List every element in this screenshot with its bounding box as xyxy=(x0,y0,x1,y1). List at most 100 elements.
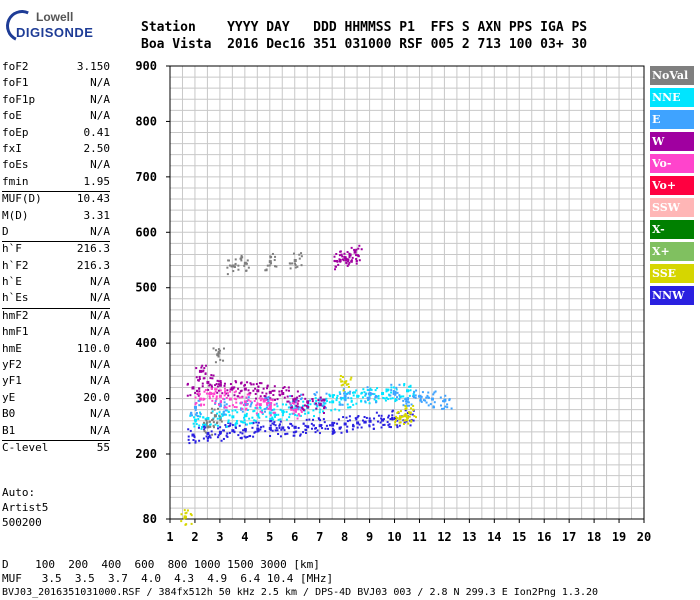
trace-dot xyxy=(180,520,183,523)
trace-point xyxy=(206,380,210,384)
trace-dot xyxy=(227,421,230,424)
trace-dot xyxy=(254,387,257,390)
trace-dot xyxy=(376,387,379,390)
param-row: foE N/A xyxy=(2,109,110,125)
trace-dot xyxy=(426,394,429,397)
trace-dot xyxy=(319,419,322,422)
trace-dot xyxy=(315,402,318,405)
trace-dot xyxy=(193,425,196,428)
trace-dot xyxy=(219,426,222,429)
trace-dot xyxy=(274,415,277,418)
trace-dot xyxy=(199,411,202,414)
trace-point xyxy=(281,409,285,413)
trace-dot xyxy=(270,417,273,420)
trace-dot xyxy=(207,392,210,395)
trace-dot xyxy=(402,395,405,398)
trace-dot xyxy=(202,437,205,440)
trace-dot xyxy=(342,388,345,391)
param-label: foE xyxy=(2,109,22,123)
trace-dot xyxy=(194,409,197,412)
trace-dot xyxy=(346,392,349,395)
trace-dot xyxy=(220,401,223,404)
param-label: hmE xyxy=(2,341,22,355)
trace-dot xyxy=(203,403,206,406)
param-value: N/A xyxy=(90,325,110,339)
param-label: M(D) xyxy=(2,208,29,222)
trace-dot xyxy=(231,409,234,412)
trace-point xyxy=(331,400,335,404)
trace-dot xyxy=(198,439,201,442)
trace-dot xyxy=(394,398,397,401)
trace-dot xyxy=(255,404,258,407)
trace-dot xyxy=(183,517,186,520)
trace-dot xyxy=(235,381,238,384)
trace-dot xyxy=(267,407,270,410)
trace-dot xyxy=(264,430,267,433)
trace-dot xyxy=(206,417,209,420)
trace-dot xyxy=(246,259,249,262)
trace-dot xyxy=(429,403,432,406)
trace-dot xyxy=(200,427,203,430)
trace-dot xyxy=(321,405,324,408)
trace-dot xyxy=(200,370,203,373)
trace-dot xyxy=(302,393,305,396)
trace-dot xyxy=(216,379,219,382)
trace-dot xyxy=(427,404,430,407)
trace-dot xyxy=(273,413,276,416)
trace-dot xyxy=(194,440,197,443)
trace-point xyxy=(268,426,272,430)
auto-line2: Artist5 xyxy=(2,501,49,514)
trace-dot xyxy=(302,400,305,403)
trace-dot xyxy=(392,386,395,389)
trace-dot xyxy=(299,398,302,401)
trace-dot xyxy=(201,370,204,373)
trace-dot xyxy=(259,399,262,402)
trace-dot xyxy=(210,374,213,377)
trace-dot xyxy=(253,409,256,412)
trace-dot xyxy=(220,413,223,416)
trace-dot xyxy=(325,392,328,395)
trace-dot xyxy=(271,416,274,419)
trace-dot xyxy=(421,391,424,394)
trace-dot xyxy=(323,421,326,424)
trace-dot xyxy=(243,419,246,422)
trace-dot xyxy=(400,415,403,418)
trace-point xyxy=(306,400,310,404)
trace-dot xyxy=(331,432,334,435)
trace-dot xyxy=(282,410,285,413)
trace-dot xyxy=(409,419,412,422)
trace-dot xyxy=(211,377,214,380)
trace-dot xyxy=(235,421,238,424)
trace-dot xyxy=(343,390,346,393)
trace-point xyxy=(243,403,247,407)
trace-dot xyxy=(224,390,227,393)
trace-dot xyxy=(278,390,281,393)
trace-dot xyxy=(274,255,277,258)
trace-dot xyxy=(266,403,269,406)
trace-dot xyxy=(257,415,260,418)
trace-dot xyxy=(450,407,453,410)
trace-dot xyxy=(338,401,341,404)
trace-dot xyxy=(377,414,380,417)
trace-dot xyxy=(390,383,393,386)
trace-dot xyxy=(234,409,237,412)
trace-dot xyxy=(333,394,336,397)
trace-dot xyxy=(373,417,376,420)
param-label: yF2 xyxy=(2,358,22,372)
trace-point xyxy=(198,369,202,373)
trace-dot xyxy=(335,399,338,402)
trace-dot xyxy=(298,395,301,398)
trace-point xyxy=(343,394,347,398)
trace-dot xyxy=(354,249,357,252)
trace-point xyxy=(338,259,342,262)
trace-dot xyxy=(283,396,286,399)
trace-dot xyxy=(296,390,299,393)
trace-dot xyxy=(399,415,402,418)
trace-dot xyxy=(317,401,320,404)
param-value: 0.41 xyxy=(83,125,111,139)
trace-dot xyxy=(212,426,215,429)
trace-dot xyxy=(273,389,276,392)
trace-dot xyxy=(396,391,399,394)
trace-dot xyxy=(214,390,217,393)
trace-dot xyxy=(281,403,284,406)
